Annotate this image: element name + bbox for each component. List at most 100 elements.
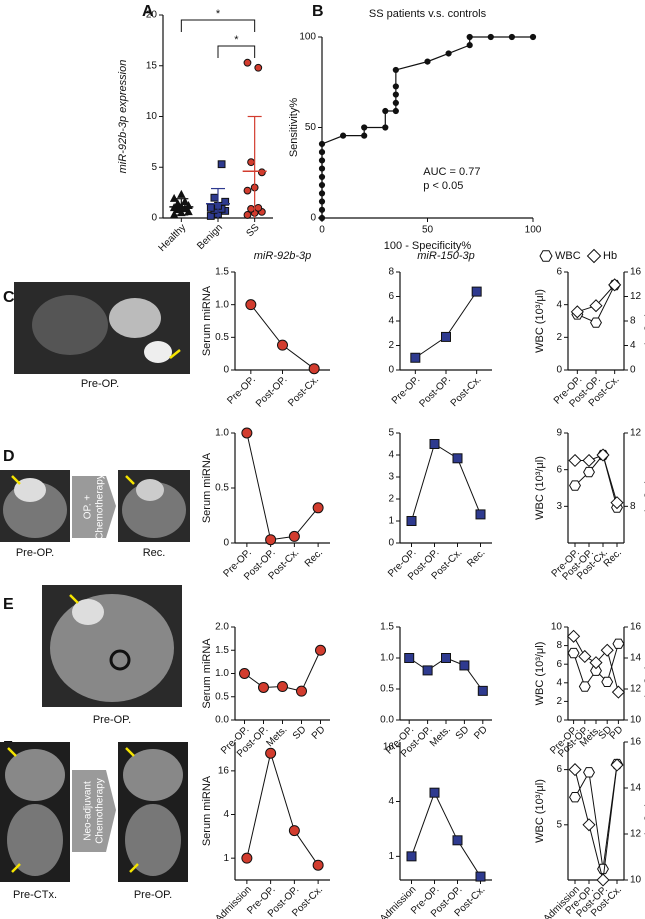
y-tick-label: 5 [151,162,157,173]
series-line [415,291,478,359]
y-tick-label: 4 [630,340,636,351]
y-tick-label: 16 [218,765,230,776]
y-axis-label: Serum miRNA [201,775,213,846]
y-tick-label: 1.5 [215,645,229,656]
y-tick-label: 5 [388,428,394,439]
marker-circle [318,190,326,197]
arrow-text: Chemotherapy [95,474,106,540]
chart-title: SS patients v.s. controls [369,8,487,20]
marker-circle [487,33,494,41]
image-shape [123,749,183,801]
y-tick-label: 4 [556,299,562,310]
marker-diamond [589,299,603,313]
marker-circle [392,99,399,106]
y-tick-label: 0 [630,365,636,376]
marker-circle [265,534,277,546]
series-line [411,791,481,877]
x-axis-label: 100 - Specificity% [384,240,472,252]
legend-marker [586,248,602,264]
significance-star: * [234,34,239,46]
marker-circle [243,58,252,67]
y-axis-label: WBC (10³/μl) [534,779,546,843]
x-tick-label: Admission [378,884,418,919]
marker-diamond [568,763,582,777]
marker-circle [245,299,257,311]
marker-circle [318,181,326,189]
panel-label: D [3,448,15,465]
pointer-arrow [11,475,21,485]
arrow-text: OP. + [83,495,94,520]
image-shape [5,749,65,801]
legend-label: WBC [555,250,581,262]
marker-circle [466,42,473,49]
panel-label: B [312,3,324,20]
marker-circle [241,427,253,439]
image-shape [144,341,172,363]
chart-title: miR-92b-3p [254,250,311,262]
series-line [574,764,618,870]
marker-square [206,203,215,212]
marker-square [422,665,433,676]
y-tick-label: 1 [388,851,394,862]
marker-circle [382,107,389,115]
x-tick-label: SD [291,724,309,742]
y-tick-label: 0 [223,365,229,376]
x-tick-label: Rec. [465,547,487,569]
y-tick-label: 10 [146,111,158,122]
pointer-arrow [7,747,17,757]
series-line [575,454,618,503]
transition-arrow [72,770,116,852]
y-tick-label: 0.5 [215,332,229,343]
marker-circle [254,203,263,212]
legend-label: Hb [603,250,617,262]
legend-marker [539,250,553,262]
y-tick-label: 0 [310,213,316,224]
y-axis-label: Serum miRNA [201,285,213,356]
y-tick-label: 14 [630,783,642,794]
y-tick-label: 4 [223,809,229,820]
significance-bracket [180,19,256,32]
x-tick-label: Healthy [157,222,189,254]
y-tick-label: 0.5 [215,483,229,494]
y-tick-label: 1.0 [380,653,394,664]
marker-square [221,197,230,206]
marker-diamond [600,643,614,657]
marker-circle [258,681,269,693]
pointer-arrow [11,863,21,873]
marker-square [217,160,226,169]
image-shape [7,804,63,876]
y-axis-label: Sensitivity% [288,98,300,158]
marker-diamond [596,873,610,887]
marker-square [404,653,415,663]
y-tick-label: 0 [556,365,562,376]
y-tick-label: 12 [630,291,642,302]
transition-arrow [72,476,116,538]
marker-circle [392,91,399,98]
marker-circle [392,107,399,115]
y-tick-label: 4 [388,796,394,807]
chart-title: miR-150-3p [417,250,474,262]
marker-hexagon [583,767,595,778]
marker-square [475,871,486,882]
x-tick-label: Post-Cx. [449,374,484,409]
image-caption: Pre-OP. [134,889,172,901]
y-tick-label: 4 [388,316,394,327]
y-tick-label: 16 [383,741,395,752]
image-shape [122,482,186,538]
x-tick-label: SD [454,724,472,742]
y-tick-label: 4 [388,450,394,461]
marker-square [477,685,488,696]
marker-circle [361,124,368,131]
image-shape [32,295,108,355]
marker-square [210,193,219,202]
pointer-arrow [69,594,79,604]
marker-square [410,352,421,363]
panel-label: E [3,596,14,613]
x-tick-label: PD [608,724,626,742]
marker-circle [318,157,326,164]
marker-circle [315,644,326,656]
x-tick-label: Rec. [303,547,325,569]
y-tick-label: 0.0 [380,715,394,726]
marker-circle [254,63,263,72]
